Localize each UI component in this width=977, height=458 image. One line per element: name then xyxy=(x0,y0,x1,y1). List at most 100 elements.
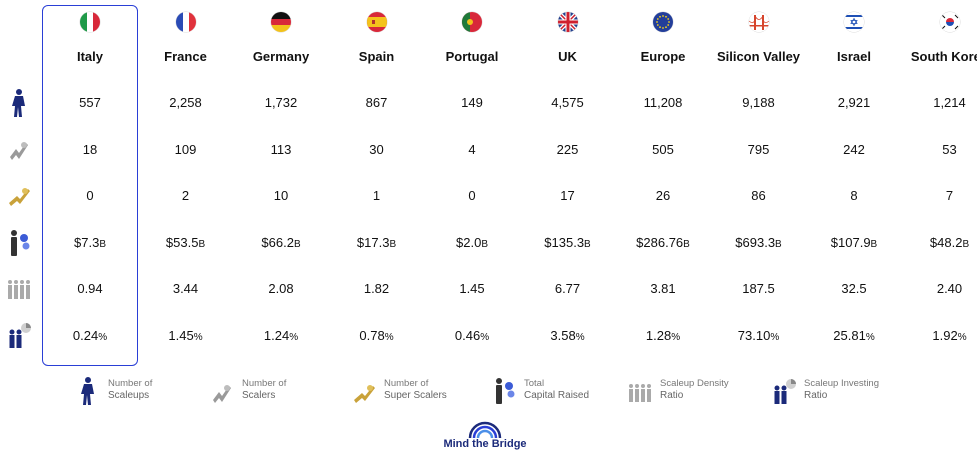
capital-unit: B xyxy=(870,239,878,250)
density-icon xyxy=(8,280,30,299)
density-ratio-value: 3.81 xyxy=(650,281,676,296)
capital-unit: B xyxy=(584,239,591,250)
capital-raised-value: $7.3B xyxy=(22,235,158,250)
investing-unit: % xyxy=(957,332,967,343)
legend-line2: Scaleups xyxy=(108,390,150,401)
capital-unit: B xyxy=(389,239,397,250)
super-scalers-value: 0 xyxy=(86,188,94,203)
investing-amount: 1.92 xyxy=(932,328,958,343)
scaleups-value: 9,188 xyxy=(742,95,775,110)
investing-ratio-value: 1.24% xyxy=(213,328,349,343)
investing-amount: 0.78 xyxy=(359,328,385,343)
capital-amount: $7.3 xyxy=(74,235,100,250)
investing-ratio-value: 73.10% xyxy=(691,328,827,343)
uk-flag xyxy=(557,12,578,32)
scaleups-value: 149 xyxy=(461,95,483,110)
density-ratio-value: 32.5 xyxy=(841,281,867,296)
capital-amount: $17.3 xyxy=(356,235,390,250)
investing-unit: % xyxy=(480,332,490,343)
country-name: Israel xyxy=(837,49,871,64)
density-ratio-value: 6.77 xyxy=(554,281,581,296)
density-ratio-value: 2.08 xyxy=(268,281,294,296)
investing-icon xyxy=(9,323,31,348)
legend-line2: Super Scalers xyxy=(384,390,447,401)
scaleups-value: 11,208 xyxy=(643,95,683,110)
super-scalers-value: 86 xyxy=(751,188,766,203)
capital-unit: B xyxy=(293,239,301,250)
legend-line1: Scaleup Investing xyxy=(804,378,879,389)
capital-raised-value: $2.0B xyxy=(404,235,540,250)
density-ratio-value: 187.5 xyxy=(742,281,775,296)
country-name: Portugal xyxy=(445,49,499,64)
capital-raised-value: $693.3B xyxy=(691,235,827,250)
capital-unit: B xyxy=(962,239,970,250)
investing-unit: % xyxy=(193,332,203,343)
capital-amount: $107.9 xyxy=(830,235,871,250)
portugal-flag xyxy=(462,12,482,32)
legend-label: Number of Scaleups xyxy=(108,378,152,402)
capital-raised-value: $53.5B xyxy=(118,235,254,250)
legend-label: Number of Super Scalers xyxy=(384,378,447,402)
density-ratio-value: 3.44 xyxy=(172,281,199,296)
germany-flag xyxy=(271,12,291,32)
capital-raised-value: $107.9B xyxy=(786,235,922,250)
legend-line2: Capital Raised xyxy=(524,390,590,401)
country-column: Spain 867 30 1 $17.3B 1.82 0.78% xyxy=(329,0,425,370)
capital-raised-value: $48.2B xyxy=(882,235,977,250)
france-flag xyxy=(175,12,196,32)
capital-icon xyxy=(496,378,515,404)
legend-line1: Scaleup Density xyxy=(660,378,729,389)
legend-line1: Total xyxy=(524,378,545,389)
golden-gate-icon xyxy=(748,12,769,32)
country-column: Italy 557 18 0 $7.3B 0.94 0.24% xyxy=(42,0,138,370)
super-scalers-value: 0 xyxy=(468,188,476,203)
country-name: France xyxy=(164,49,207,64)
capital-amount: $286.76 xyxy=(636,235,684,250)
super-scalers-value: 26 xyxy=(655,188,671,203)
investing-ratio-value: 3.58% xyxy=(500,328,636,343)
super-scalers-value: 17 xyxy=(560,188,575,203)
capital-raised-value: $135.3B xyxy=(500,235,636,250)
scaleups-value: 4,575 xyxy=(551,95,584,110)
country-name: Spain xyxy=(358,49,395,64)
legend-line2: Scalers xyxy=(242,390,276,401)
country-column: South Korea 1,214 53 7 $48.2B 2.40 1.92% xyxy=(902,0,977,370)
investing-unit: % xyxy=(575,332,585,343)
super-scalers-value: 7 xyxy=(945,188,954,203)
investing-ratio-value: 0.24% xyxy=(22,328,158,343)
density-ratio-value: 1.45 xyxy=(459,281,485,296)
country-name: Italy xyxy=(76,49,103,64)
investing-ratio-value: 25.81% xyxy=(786,328,922,343)
investing-amount: 1.28 xyxy=(645,328,672,343)
country-name: South Korea xyxy=(910,49,977,64)
investing-unit: % xyxy=(770,332,780,343)
country-column: Silicon Valley 9,188 795 86 $693.3B 187.5 73.1… xyxy=(711,0,807,370)
capital-amount: $2.0 xyxy=(456,235,482,250)
investing-ratio-value: 1.92% xyxy=(882,328,977,343)
investing-ratio-value: 1.28% xyxy=(595,328,731,343)
italy-highlight-frame xyxy=(42,5,138,366)
legend-label: Total Capital Raised xyxy=(524,378,589,402)
country-name: Germany xyxy=(252,49,310,64)
investing-unit: % xyxy=(384,332,394,343)
scalers-value: 242 xyxy=(843,142,865,157)
scalers-value: 795 xyxy=(747,142,770,157)
super-scaler-icon xyxy=(9,188,30,206)
capital-raised-value: $66.2B xyxy=(213,235,349,250)
super-scaler-icon xyxy=(354,385,375,403)
scaleups-value: 2,921 xyxy=(837,95,871,110)
scaler-icon xyxy=(10,142,28,160)
legend-line1: Number of xyxy=(384,378,429,389)
eu-flag xyxy=(653,12,673,32)
super-scalers-value: 10 xyxy=(273,188,289,203)
investing-unit: % xyxy=(865,332,875,343)
scalers-value: 53 xyxy=(942,142,957,157)
density-icon xyxy=(629,384,651,402)
scalers-value: 30 xyxy=(369,142,384,157)
scalers-value: 109 xyxy=(174,142,197,157)
israel-flag xyxy=(844,12,864,32)
capital-amount: $135.3 xyxy=(544,235,585,250)
country-column: Portugal 149 4 0 $2.0B 1.45 0.46% xyxy=(424,0,520,370)
scalers-value: 225 xyxy=(556,142,579,157)
scalers-value: 4 xyxy=(468,142,476,157)
